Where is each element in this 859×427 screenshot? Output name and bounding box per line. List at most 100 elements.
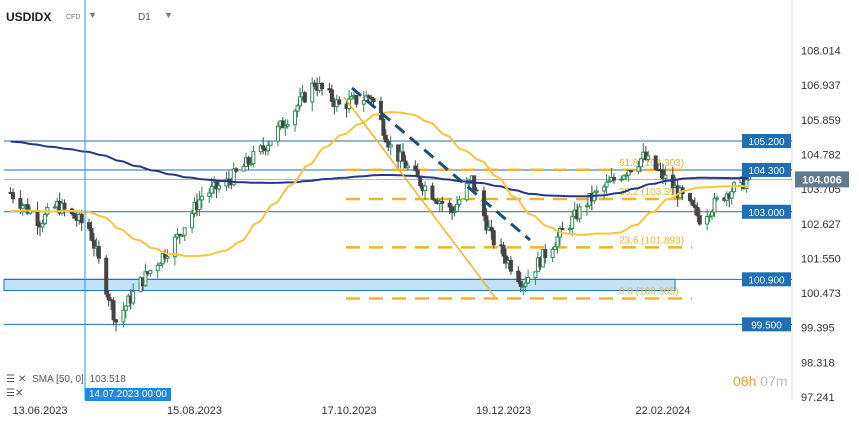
close-icon[interactable]: ✕ xyxy=(14,388,24,399)
candle-body xyxy=(413,165,418,171)
candle-body xyxy=(584,205,589,208)
candle-body xyxy=(567,227,572,231)
candle-body xyxy=(533,271,538,279)
menu-icon[interactable]: ☰ xyxy=(6,374,15,385)
candle-body xyxy=(11,192,16,200)
candle-body xyxy=(381,118,386,136)
current-price-tag: 104.006 xyxy=(802,174,842,186)
candle-body xyxy=(106,293,111,301)
candle-body xyxy=(710,211,715,217)
caret-down-icon[interactable]: ▼ xyxy=(164,10,173,20)
candle-body xyxy=(241,165,246,172)
fib-anchor-line[interactable] xyxy=(343,96,496,298)
candle-body xyxy=(371,98,376,102)
downtrend-line[interactable] xyxy=(351,86,531,242)
level-label: 99.500 xyxy=(751,320,782,331)
fib-level-label: 0.0 (100.305) xyxy=(619,286,679,297)
y-tick-label: 99.395 xyxy=(801,323,835,335)
candle-body xyxy=(155,264,160,272)
candle-body xyxy=(707,215,712,218)
candle-body xyxy=(450,206,455,213)
candle-body xyxy=(197,199,202,211)
candle-body xyxy=(72,213,77,219)
candle-body xyxy=(744,179,749,190)
level-label: 105.200 xyxy=(748,137,785,148)
candle-body xyxy=(131,291,136,304)
timer-minutes: 07m xyxy=(760,373,788,389)
candle-body xyxy=(516,270,521,283)
trendline-tools[interactable] xyxy=(343,86,531,298)
close-icon[interactable]: ✕ xyxy=(17,374,27,385)
candle-body xyxy=(25,204,30,214)
candle-body xyxy=(329,89,334,102)
candle-body xyxy=(705,215,710,225)
candle-body xyxy=(523,282,528,287)
candle-body xyxy=(268,140,273,146)
candle-body xyxy=(690,199,695,206)
candle-body xyxy=(692,204,697,208)
y-tick-label: 98.318 xyxy=(801,357,835,369)
y-tick-label: 101.550 xyxy=(801,253,841,265)
candle-body xyxy=(295,105,300,112)
y-tick-label: 106.937 xyxy=(801,80,841,92)
y-tick-label: 97.241 xyxy=(801,392,835,404)
indicator-legend[interactable]: ☰ ✕ SMA [50, 0] 103.518 xyxy=(6,374,129,385)
candle-body xyxy=(560,227,565,231)
sma-slow-line[interactable] xyxy=(10,140,749,198)
candles xyxy=(8,76,751,332)
candle-body xyxy=(687,193,692,201)
candle-body xyxy=(91,239,96,249)
candle-body xyxy=(653,155,658,170)
candle-body xyxy=(607,180,612,183)
candle-body xyxy=(337,99,342,105)
x-tick-label: 22.02.2024 xyxy=(635,405,690,417)
candle-body xyxy=(62,202,67,210)
candle-body xyxy=(104,257,109,295)
candle-body xyxy=(266,144,271,152)
caret-down-icon[interactable]: ▼ xyxy=(88,10,97,20)
candle-body xyxy=(440,201,445,204)
candle-body xyxy=(695,206,700,217)
candle-body xyxy=(320,82,325,90)
candle-body xyxy=(354,95,359,105)
candle-body xyxy=(209,185,214,194)
fib-level-label: 61.8 (104.303) xyxy=(619,158,684,169)
candle-body xyxy=(464,183,469,201)
candle-body xyxy=(543,249,548,259)
x-tick-label: 19.12.2023 xyxy=(476,405,531,417)
indicator-legend-text: SMA [50, 0] xyxy=(32,374,84,385)
candle-body xyxy=(447,202,452,208)
candle-body xyxy=(423,185,428,192)
level-label-bg xyxy=(742,317,791,332)
candle-body xyxy=(310,82,315,103)
level-label-bg xyxy=(742,134,791,149)
menu-icon[interactable]: ☰ xyxy=(6,388,15,399)
symbol-name[interactable]: USDIDX xyxy=(6,10,52,24)
candle-body xyxy=(251,151,256,165)
y-tick-label: 104.782 xyxy=(801,149,841,161)
indicator-legend-secondary[interactable]: ☰✕ xyxy=(6,388,23,399)
y-tick-label: 102.627 xyxy=(801,219,841,231)
timer-hours: 08h xyxy=(733,373,757,389)
candle-body xyxy=(386,141,391,148)
candle-body xyxy=(491,230,496,246)
candle-body xyxy=(111,300,116,321)
candle-body xyxy=(35,210,40,227)
candle-body xyxy=(388,144,393,148)
candle-body xyxy=(570,215,575,229)
candle-body xyxy=(729,191,734,199)
candle-body xyxy=(611,176,616,181)
candle-body xyxy=(280,120,285,129)
candle-body xyxy=(246,157,251,165)
candle-body xyxy=(526,277,531,284)
candle-body xyxy=(638,158,643,168)
candle-body xyxy=(190,212,195,229)
timeframe-label[interactable]: D1 xyxy=(138,12,151,23)
candle-body xyxy=(714,197,719,200)
candle-body xyxy=(89,228,94,241)
candle-body xyxy=(285,124,290,127)
candle-body xyxy=(401,151,406,162)
candle-body xyxy=(550,248,555,259)
crosshair-date-label: 14.07.2023 00:00 xyxy=(85,388,171,401)
